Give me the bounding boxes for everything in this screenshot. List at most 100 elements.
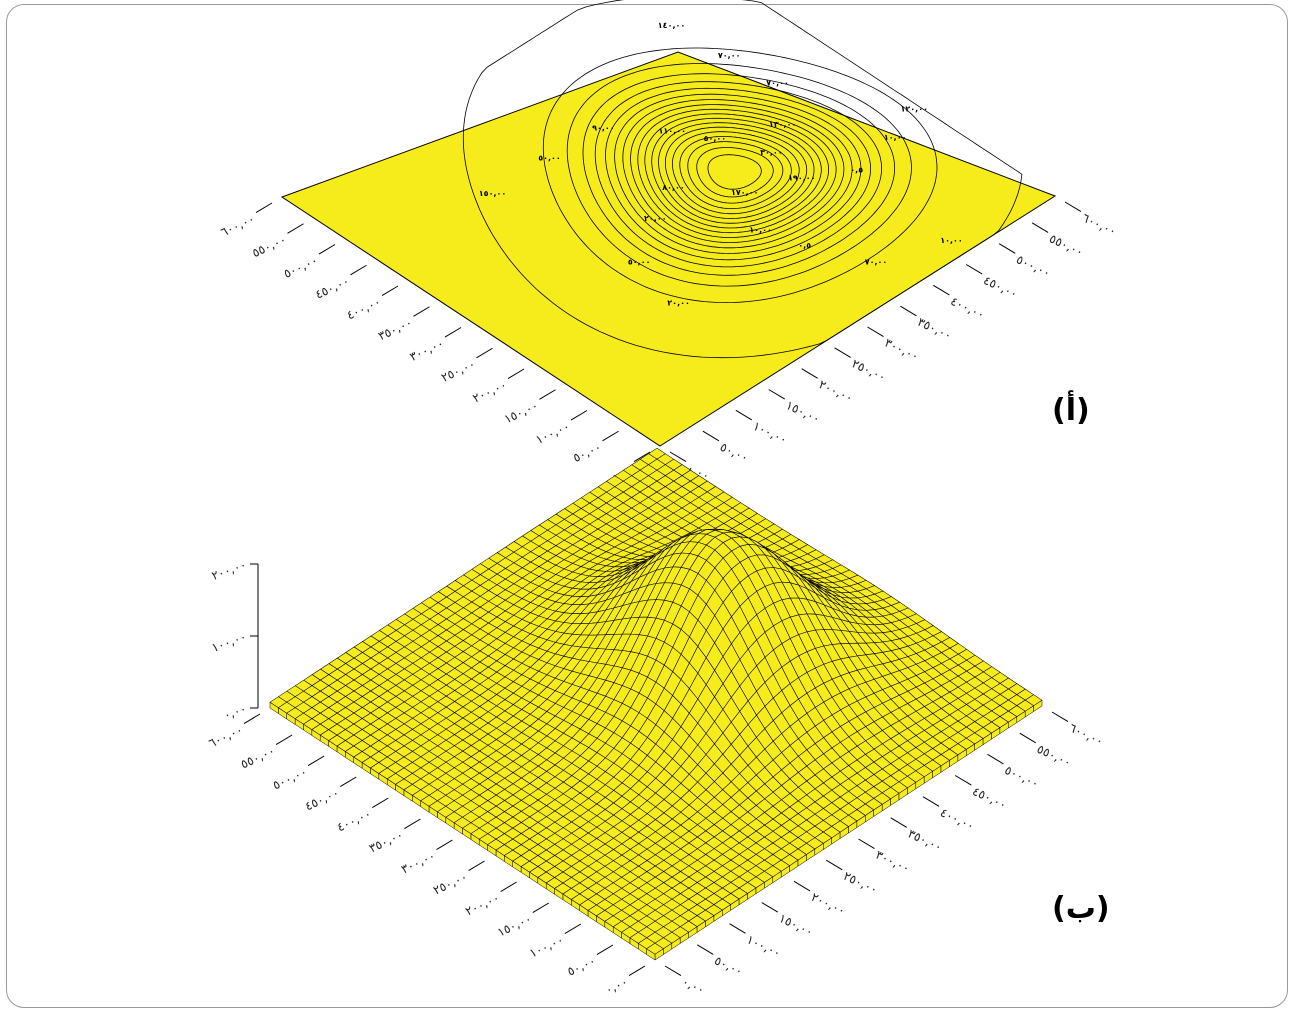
contour-value-label: ٥٠,٠٠ bbox=[628, 257, 651, 266]
axis-tick bbox=[825, 859, 843, 871]
contour-value-label: ١٠,٠٠ bbox=[884, 133, 907, 142]
axis-tick bbox=[987, 753, 1004, 765]
y-tick-label: ٣٥٠,٠٠ bbox=[376, 315, 415, 343]
axis-tick bbox=[890, 817, 908, 828]
y-tick-label: ٥٠٠,٠٠ bbox=[281, 253, 320, 281]
axis-tick bbox=[1064, 201, 1082, 213]
axis-tick bbox=[761, 902, 779, 913]
axis-tick bbox=[696, 944, 714, 955]
contour-value-label: ١٠,٠٠ bbox=[749, 226, 772, 235]
axis-tick bbox=[834, 347, 851, 358]
contour-value-label: ٧٠,٠٠ bbox=[865, 257, 888, 266]
y-tick-label: ١٥٠,٠٠ bbox=[502, 398, 541, 426]
contour-line bbox=[605, 87, 871, 261]
contour-value-label: ١٥٠,٠٠ bbox=[479, 189, 506, 198]
contour-line bbox=[696, 147, 774, 198]
axis-tick bbox=[801, 368, 818, 379]
contour-line bbox=[665, 126, 808, 219]
axis-tick bbox=[532, 902, 550, 914]
contour-value-label: ٠,٥ bbox=[850, 166, 863, 175]
axis-tick bbox=[933, 284, 950, 296]
x-tick-label: ٤٠٠,٠٠ bbox=[938, 805, 977, 833]
y-tick-label: ٤٥٠,٠٠ bbox=[313, 274, 352, 302]
x-tick-label: ٢٠٠,٠٠ bbox=[817, 377, 856, 405]
panel-label-a: (أ) bbox=[1052, 390, 1090, 428]
contour-line bbox=[644, 113, 829, 234]
x-tick-label: ٥٥٠,٠٠ bbox=[1035, 742, 1074, 770]
surface-panel-b: ٠,٠٠١٠٠,٠٠٢٠٠,٠٠٠,٠٠٥٠,٠٠١٠٠,٠٠١٥٠,٠٠٢٠٠… bbox=[206, 447, 1106, 997]
x-tick-label: ١٥٠,٠٠ bbox=[784, 398, 823, 426]
y-tick-label: ٦٠٠,٠٠ bbox=[218, 212, 257, 240]
axis-tick bbox=[287, 223, 304, 234]
contour-line bbox=[651, 117, 822, 229]
contour-line bbox=[594, 81, 883, 268]
contour-line bbox=[630, 104, 845, 243]
axis-tick bbox=[318, 244, 336, 255]
contour-value-label: ٨٠,٠٠ bbox=[662, 183, 685, 192]
x-tick-label: ٣٠٠,٠٠ bbox=[873, 848, 912, 876]
axis-tick bbox=[900, 305, 917, 317]
axis-tick bbox=[702, 430, 720, 442]
axis-tick bbox=[500, 881, 517, 893]
x-tick-label: ١٠٠,٠٠ bbox=[751, 419, 790, 447]
contour-value-label: ١٢٠,٠٠ bbox=[901, 104, 928, 113]
axis-tick bbox=[372, 797, 389, 809]
contour-value-label: ٥٠,٠٠ bbox=[704, 134, 727, 143]
axis-tick bbox=[768, 389, 786, 400]
x-tick-label: ٣٥٠,٠٠ bbox=[915, 315, 954, 343]
contour-line bbox=[687, 141, 784, 204]
contour-value-label: ١٠,٠٠ bbox=[940, 236, 963, 245]
z-tick-label: ٢٠٠,٠٠ bbox=[210, 557, 249, 582]
contour-value-label: ١٧٠,٠٠ bbox=[731, 188, 758, 197]
contour-value-label: ٣٠,٠٠ bbox=[760, 148, 783, 157]
axis-tick bbox=[476, 347, 493, 359]
x-tick-label: ٤٥٠,٠٠ bbox=[981, 273, 1020, 301]
axis-tick bbox=[633, 451, 651, 463]
contour-value-label: ٠,٥ bbox=[798, 241, 811, 250]
axis-tick bbox=[1051, 711, 1069, 723]
contour-value-label: ٢٠,٠٠ bbox=[644, 214, 667, 223]
contour-line bbox=[658, 122, 815, 224]
axis-tick bbox=[922, 796, 940, 807]
x-tick-label: ٥٠٠,٠٠ bbox=[1002, 763, 1041, 791]
axis-tick bbox=[793, 880, 811, 892]
contour-value-label: ٢٠,٠٠ bbox=[667, 299, 690, 308]
x-tick-label: ٦٠٠,٠٠ bbox=[1080, 211, 1119, 239]
x-tick-label: ٤٥٠,٠٠ bbox=[970, 784, 1009, 812]
contour-value-label: ١١٠,٠٠ bbox=[659, 127, 686, 136]
axis-tick bbox=[350, 264, 367, 276]
y-tick-label: ٢٥٠,٠٠ bbox=[431, 870, 470, 898]
contour-line bbox=[679, 136, 792, 210]
axis-tick bbox=[413, 306, 430, 317]
contour-panel-a: ٣٠,٠٠ ٥٠,٠٠ ٨٠,٠٠ ١٠,٠٠ ٠,٥ ٧٠,٠٠ ٩٠,٠٠ ٥٠,٠٠ ٧٠… bbox=[218, 0, 1119, 483]
axis-tick bbox=[602, 430, 619, 442]
contour-value-label: ١٤٠,٠٠ bbox=[658, 21, 685, 30]
y-tick-label: ٤٥٠,٠٠ bbox=[303, 786, 342, 814]
contour-value-label: ٧٠,٠٠ bbox=[766, 78, 789, 87]
contour-line bbox=[622, 99, 853, 249]
contour-value-label: ١٩٠,٠٠ bbox=[788, 174, 815, 183]
x-tick-label: ٥٠,٠٠ bbox=[712, 953, 745, 978]
x-tick-label: ٣٥٠,٠٠ bbox=[906, 826, 945, 854]
axis-tick bbox=[564, 923, 582, 935]
y-tick-label: ٠,٠٠ bbox=[603, 975, 630, 997]
axis-tick bbox=[664, 965, 682, 977]
axis-tick bbox=[867, 326, 884, 338]
axis-tick bbox=[275, 734, 293, 746]
contour-line bbox=[462, 0, 1023, 359]
contour-line bbox=[671, 131, 800, 215]
y-tick-label: ٣٠٠,٠٠ bbox=[407, 336, 446, 364]
y-tick-label: ٥٠,٠٠ bbox=[565, 954, 598, 979]
x-tick-label: ٠,٠٠ bbox=[680, 975, 707, 997]
contour-value-label: ٩٠,٠٠ bbox=[592, 124, 615, 133]
contour-value-label: ٥٠,٠٠ bbox=[538, 153, 561, 162]
x-tick-label: ٢٥٠,٠٠ bbox=[841, 869, 880, 897]
surface-cell bbox=[646, 942, 664, 955]
x-tick-label: ١٠٠,٠٠ bbox=[744, 932, 783, 960]
axis-tick bbox=[444, 327, 462, 338]
x-tick-label: ٥٠٠,٠٠ bbox=[1014, 252, 1053, 280]
x-tick-label: ١٥٠,٠٠ bbox=[777, 911, 816, 939]
y-tick-label: ٦٠٠,٠٠ bbox=[206, 723, 245, 751]
axis-tick bbox=[998, 243, 1016, 254]
